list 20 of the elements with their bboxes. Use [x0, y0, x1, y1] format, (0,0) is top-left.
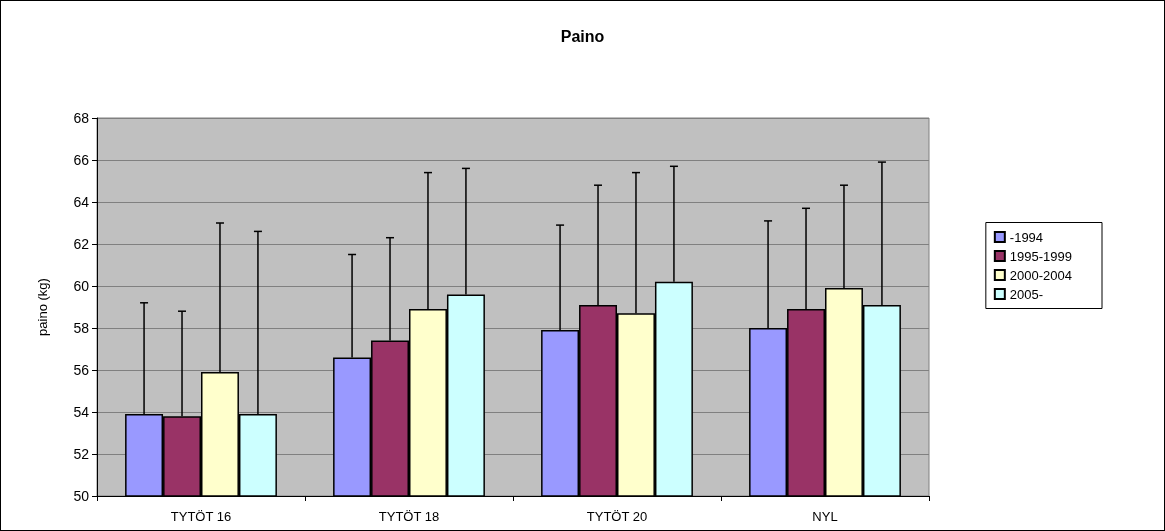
legend-label: 2005-: [1009, 286, 1044, 302]
y-tick-label: 50: [73, 488, 90, 504]
x-tick-label: NYL: [812, 509, 838, 524]
y-tick-label: 66: [73, 152, 90, 168]
chart-title: Paino: [560, 27, 605, 45]
y-tick-label: 64: [73, 194, 90, 210]
y-tick-label: 60: [73, 278, 90, 294]
y-tick-label: 58: [73, 320, 90, 336]
x-tick-label: TYTÖT 20: [586, 509, 648, 524]
y-tick-label: 68: [73, 110, 90, 126]
legend-label: 2000-2004: [1009, 267, 1072, 283]
y-tick-label: 54: [73, 404, 90, 420]
y-tick-label: 62: [73, 236, 90, 252]
y-axis-title: paino (kg): [35, 278, 50, 336]
x-tick-label: TYTÖT 18: [378, 509, 440, 524]
legend-label: -1994: [1009, 229, 1044, 245]
y-tick-label: 52: [73, 446, 90, 462]
legend-label: 1995-1999: [1009, 248, 1072, 264]
x-tick-label: TYTÖT 16: [170, 509, 232, 524]
y-tick-label: 56: [73, 362, 90, 378]
